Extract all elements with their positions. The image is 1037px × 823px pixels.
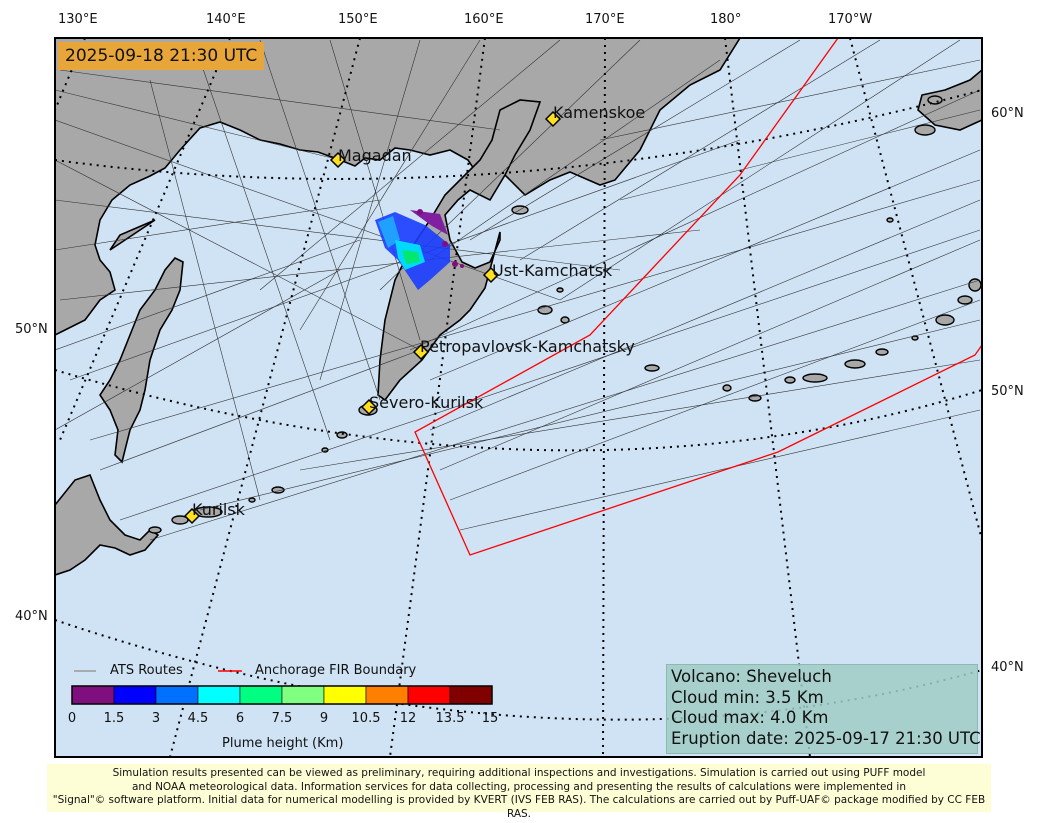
- disclaimer-line-2: and NOAA meteorological data. Informatio…: [131, 780, 906, 793]
- colorbar-frame: [71, 685, 493, 705]
- sakhalin-island: [99, 257, 184, 464]
- disclaimer-line-3: "Signal"© software platform. Initial dat…: [52, 794, 986, 820]
- cloud-max: Cloud max: 4.0 Km: [671, 708, 829, 727]
- lon-label-140e: 140°E: [206, 12, 246, 27]
- colorbar-tick: 0: [67, 711, 77, 726]
- colorbar-tick: 7.5: [271, 711, 293, 726]
- colorbar-tick: 1.5: [103, 711, 125, 726]
- colorbar-tick: 3: [151, 711, 161, 726]
- colorbar-segment: [323, 685, 367, 705]
- alaska-coast: [917, 38, 982, 131]
- colorbar-tick: 10.5: [351, 711, 381, 726]
- ust-kamchatsk-marker: [482, 266, 500, 284]
- kurilsk-marker: [183, 507, 201, 525]
- city-label-magadan: Magadan: [338, 146, 412, 165]
- ash-plume: [375, 209, 464, 290]
- city-label-kurilsk: Kurilsk: [192, 500, 245, 519]
- colorbar-tick: 15: [481, 711, 499, 726]
- colorbar-tick: 6: [235, 711, 245, 726]
- colorbar-segment: [281, 685, 325, 705]
- lat-label-right-50n: 50°N: [991, 384, 1024, 399]
- colorbar-tick: 4.5: [187, 711, 209, 726]
- lon-label-180: 180°: [710, 12, 742, 27]
- colorbar-title: Plume height (Km): [222, 736, 344, 751]
- colorbar: [71, 685, 493, 705]
- magadan-marker: [329, 151, 347, 169]
- colorbar-segment: [365, 685, 409, 705]
- lat-label-left-50n: 50°N: [15, 322, 48, 337]
- ats-routes: [55, 39, 981, 541]
- kamenskoe-marker: [544, 110, 562, 128]
- lon-label-130e: 130°E: [58, 12, 98, 27]
- lon-label-170w: 170°W: [828, 12, 873, 27]
- volcano-info-box: Volcano: Sheveluch Cloud min: 3.5 Km Clo…: [666, 664, 981, 754]
- colorbar-segment: [407, 685, 451, 705]
- severo-kurilsk-marker: [360, 398, 378, 416]
- timestamp-label: 2025-09-18 21:30 UTC: [58, 42, 265, 70]
- lat-label-left-40n: 40°N: [15, 609, 48, 624]
- colorbar-segment: [71, 685, 115, 705]
- colorbar-segment: [197, 685, 241, 705]
- lon-label-170e: 170°E: [585, 12, 625, 27]
- city-label-kamenskoe: Kamenskoe: [553, 103, 646, 122]
- colorbar-tick: 13.5: [435, 711, 465, 726]
- petropavlovsk-marker: [412, 343, 430, 361]
- city-label-severo-kurilsk: Severo-Kurilsk: [369, 393, 484, 412]
- shantar-islands: [109, 219, 156, 251]
- volcano-name: Volcano: Sheveluch: [671, 667, 832, 686]
- lon-label-150e: 150°E: [338, 12, 378, 27]
- colorbar-segment: [449, 685, 493, 705]
- graticule: [55, 38, 982, 757]
- anchorage-fir-boundary: [414, 38, 982, 556]
- colorbar-tick: 12: [399, 711, 417, 726]
- cloud-min: Cloud min: 3.5 Km: [671, 687, 824, 707]
- lon-label-160e: 160°E: [464, 12, 504, 27]
- city-label-petropavlovsk-kamchatsky: Petropavlovsk-Kamchatsky: [420, 337, 635, 356]
- disclaimer-line-1: Simulation results presented can be view…: [112, 767, 926, 779]
- legend-ats-routes-label: ATS Routes: [110, 663, 183, 678]
- colorbar-tick: 9: [319, 711, 329, 726]
- colorbar-segment: [155, 685, 199, 705]
- disclaimer-box: Simulation results presented can be view…: [47, 764, 991, 820]
- lat-label-right-40n: 40°N: [991, 660, 1024, 675]
- legend-fir-boundary-label: Anchorage FIR Boundary: [255, 663, 417, 678]
- map-frame: [54, 37, 983, 758]
- colorbar-segment: [113, 685, 157, 705]
- city-label-ust-kamchatsk: Ust-Kamchatsk: [492, 261, 613, 280]
- lat-label-right-60n: 60°N: [991, 106, 1024, 121]
- colorbar-segment: [239, 685, 283, 705]
- hokkaido-island: [55, 474, 160, 576]
- eruption-date: Eruption date: 2025-09-17 21:30 UTC: [671, 728, 981, 748]
- city-markers: [183, 110, 562, 525]
